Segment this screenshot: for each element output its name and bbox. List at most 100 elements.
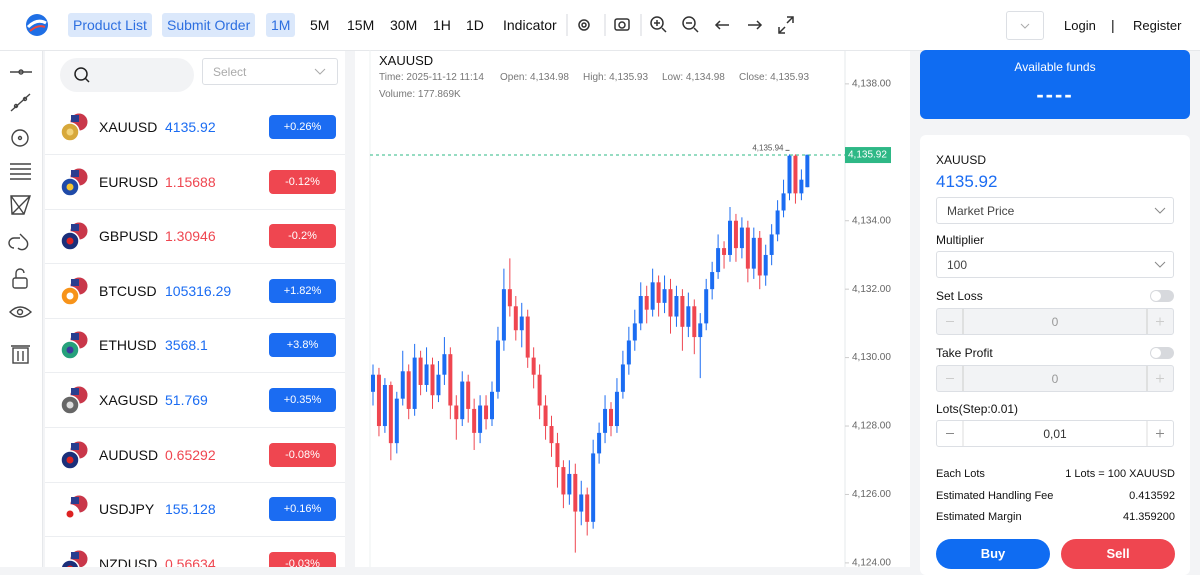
flag-canton	[71, 497, 79, 505]
change-badge: -0.08%	[269, 442, 336, 467]
flag-base	[60, 559, 80, 567]
take-profit-label: Take Profit	[936, 346, 993, 360]
symbol-price: 3568.1	[165, 337, 208, 354]
stepper	[946, 421, 1164, 446]
chevron	[1020, 23, 1030, 29]
symbol-row[interactable]: USDJPY 155.128 +0.16%	[45, 482, 345, 538]
symbol-name: XAUUSD	[99, 119, 158, 135]
symbol-row[interactable]: XAGUSD 51.769 +0.35%	[45, 373, 345, 428]
candle-body	[525, 316, 530, 358]
ohlc-info: Time: 2025-11-12 11:14	[379, 72, 484, 83]
candle-body	[466, 381, 471, 409]
set-loss-input[interactable]: 0	[936, 308, 1174, 335]
flag-canton	[71, 115, 79, 122]
order-type-select[interactable]: Market Price	[936, 197, 1174, 224]
candle-body	[787, 155, 792, 194]
interval-button[interactable]: 15M	[347, 17, 375, 33]
candle-body	[692, 306, 697, 338]
search-box[interactable]	[60, 58, 194, 92]
flag-canton	[71, 551, 79, 559]
symbol-price: 1.30946	[165, 228, 216, 245]
sell-button[interactable]: Sell	[1061, 539, 1175, 569]
candle-body	[650, 282, 655, 310]
language-select[interactable]	[1006, 11, 1044, 40]
nav-tab[interactable]: Product List	[68, 13, 152, 37]
symbol-row[interactable]: GBPUSD 1.30946 -0.2%	[45, 209, 345, 265]
candle-body	[793, 155, 798, 194]
multiplier-select[interactable]: 100	[936, 251, 1174, 278]
symbol-price: 0.56634	[165, 555, 216, 567]
take-profit-value: 0	[1051, 372, 1059, 386]
interval-button[interactable]: 5M	[310, 17, 330, 33]
take-profit-toggle[interactable]	[1150, 347, 1174, 359]
interval-button[interactable]: 1M	[266, 13, 296, 37]
symbol-row[interactable]: XAUUSD 4135.92 +0.26%	[45, 100, 345, 155]
register[interactable]: Register	[1133, 18, 1182, 33]
interval-button[interactable]: 1H	[433, 17, 451, 33]
multiplier-label: Multiplier	[936, 233, 985, 247]
lots-input[interactable]: 0,01	[936, 420, 1174, 447]
candle-body	[484, 405, 489, 420]
candle-body	[763, 254, 768, 276]
candle-body	[436, 374, 441, 396]
flag-canton	[71, 169, 79, 177]
candle-body	[805, 154, 810, 188]
change-badge: +1.82%	[269, 278, 336, 303]
nav-tab[interactable]: Submit Order	[162, 13, 256, 37]
ohlc-info: High: 4,135.93	[583, 72, 649, 83]
order-type: Market Price	[947, 204, 1015, 218]
candle-body	[638, 296, 643, 324]
stepper	[946, 309, 1164, 334]
flag-detail	[66, 292, 74, 300]
flag-detail	[66, 128, 74, 136]
symbol-name: AUDUSD	[99, 446, 159, 463]
candle-body	[549, 426, 554, 444]
detail-label: Estimated Margin	[936, 511, 1022, 523]
take-profit-input[interactable]: 0	[936, 365, 1174, 392]
set-loss-label: Set Loss	[936, 289, 983, 303]
candle-body	[716, 248, 721, 273]
logo	[26, 14, 48, 36]
symbol-panel: Select XAUUSD 4135.92 +0.26% EURUSD 1.15688 -…	[45, 51, 345, 567]
detail-value: 1 Lots = 100 XAUUSD	[1065, 468, 1175, 480]
interval-button[interactable]: 30M	[390, 17, 418, 33]
symbol-name: XAGUSD	[99, 392, 159, 408]
change-badge: -0.12%	[269, 169, 336, 194]
indicator-button[interactable]: Indicator	[503, 17, 557, 33]
candle-body	[406, 371, 411, 409]
login[interactable]: Login	[1064, 18, 1096, 33]
flag-detail	[66, 401, 74, 409]
detail-label: Estimated Handling Fee	[936, 489, 1054, 502]
flag-detail	[66, 456, 74, 464]
candle-body	[656, 282, 661, 303]
candle-body	[430, 364, 435, 396]
symbol-row[interactable]: AUDUSD 0.65292 -0.08%	[45, 428, 345, 483]
interval-button[interactable]: 1D	[466, 17, 484, 33]
flag-canton	[71, 333, 79, 341]
funds-card: Available funds ----	[920, 50, 1190, 119]
candle-body	[519, 316, 524, 331]
set-loss-toggle[interactable]	[1150, 290, 1174, 302]
symbol-select[interactable]: Select	[202, 58, 338, 85]
candle-body	[478, 405, 483, 433]
symbol-row[interactable]: BTCUSD 105316.29 +1.82%	[45, 264, 345, 319]
symbol-icon	[60, 440, 89, 470]
stepper	[946, 366, 1164, 391]
candle-body	[460, 381, 465, 420]
symbol-row[interactable]: NZDUSD 0.56634 -0.03%	[45, 537, 345, 567]
symbol-row[interactable]: ETHUSD 3568.1 +3.8%	[45, 318, 345, 374]
symbol-name: ETHUSD	[99, 337, 157, 354]
candle-body	[745, 227, 750, 269]
candle-body	[799, 179, 804, 194]
symbol-row[interactable]: EURUSD 1.15688 -0.12%	[45, 155, 345, 210]
candle-body	[603, 408, 608, 433]
candle-body	[454, 405, 459, 420]
buy-button[interactable]: Buy	[936, 539, 1050, 569]
candle-body	[573, 473, 578, 512]
chevron	[1154, 261, 1166, 268]
symbol-icon	[60, 549, 89, 567]
flag-detail	[66, 237, 74, 245]
symbol-name: GBPUSD	[99, 228, 159, 245]
y-tick-label: 4,126.00	[852, 489, 891, 500]
candle-body	[614, 391, 619, 427]
